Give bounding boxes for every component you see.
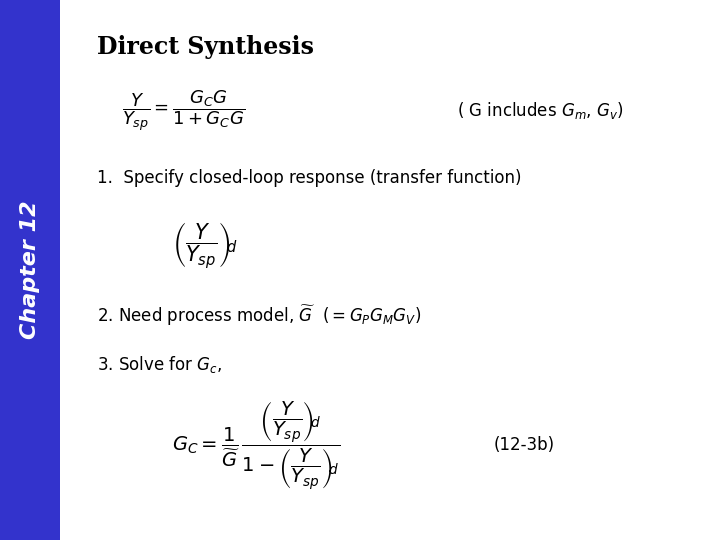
Text: $\left(\dfrac{Y}{Y_{sp}}\right)_{\!\!d}$: $\left(\dfrac{Y}{Y_{sp}}\right)_{\!\!d}$ <box>172 220 238 271</box>
Text: Chapter 12: Chapter 12 <box>19 201 40 339</box>
Text: $G_C = \dfrac{1}{\widetilde{G}}\,\dfrac{\left(\dfrac{Y}{Y_{sp}}\right)_{\!\!d}}{: $G_C = \dfrac{1}{\widetilde{G}}\,\dfrac{… <box>171 399 340 492</box>
Text: 1.  Specify closed-loop response (transfer function): 1. Specify closed-loop response (transfe… <box>97 169 522 187</box>
Text: 3. Solve for $G_c$,: 3. Solve for $G_c$, <box>97 354 222 375</box>
Text: ( G includes $G_m$, $G_v$): ( G includes $G_m$, $G_v$) <box>457 100 624 121</box>
Text: (12-3b): (12-3b) <box>493 436 554 455</box>
Text: 2. Need process model, $\widetilde{G}$  $(= G_P G_M G_V)$: 2. Need process model, $\widetilde{G}$ $… <box>97 303 421 328</box>
Text: Direct Synthesis: Direct Synthesis <box>97 35 314 59</box>
Text: $\dfrac{Y}{Y_{sp}} = \dfrac{G_C G}{1+G_C G}$: $\dfrac{Y}{Y_{sp}} = \dfrac{G_C G}{1+G_C… <box>122 88 246 133</box>
